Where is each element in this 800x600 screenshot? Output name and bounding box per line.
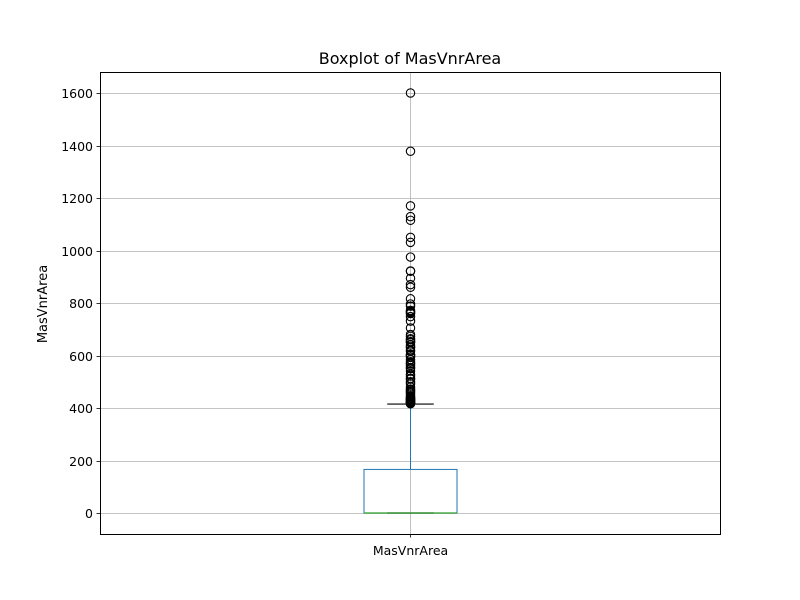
y-tick-label: 600: [69, 349, 93, 364]
outlier-point: [405, 252, 416, 262]
outlier-points: [405, 88, 416, 409]
chart-title: Boxplot of MasVnrArea: [319, 49, 501, 68]
y-tick-label: 1600: [61, 86, 93, 101]
y-tick-label: 400: [69, 401, 93, 416]
outlier-point: [405, 266, 416, 276]
outlier-point: [405, 215, 416, 226]
y-tick-label: 200: [69, 454, 93, 469]
outlier-point: [405, 232, 416, 243]
outlier-point: [405, 311, 416, 322]
plot-frame: [100, 72, 721, 535]
outlier-point: [405, 211, 416, 222]
y-tick-label: 800: [69, 296, 93, 311]
outlier-point: [405, 363, 416, 374]
y-axis-label: MasVnrArea: [36, 265, 51, 343]
outlier-point: [405, 294, 416, 304]
outlier-point: [405, 308, 416, 319]
outlier-point: [405, 88, 416, 98]
y-tick-label: 0: [85, 506, 93, 521]
box-layer: [363, 403, 458, 514]
outlier-point: [405, 301, 416, 311]
y-tick-label: 1000: [61, 244, 93, 259]
y-axis-ticks: 0 200 400 600 800 1000 1200 1400 1600: [61, 86, 100, 521]
outlier-point: [405, 201, 416, 211]
outlier-point: [405, 279, 416, 290]
y-tick-label: 1200: [61, 191, 93, 206]
x-tick-label: MasVnrArea: [373, 543, 448, 558]
outlier-point: [405, 399, 416, 409]
outlier-point: [405, 316, 416, 326]
outlier-point: [405, 282, 416, 292]
outlier-point: [405, 237, 416, 248]
y-tick-label: 1400: [61, 139, 93, 154]
outlier-point: [405, 146, 416, 157]
